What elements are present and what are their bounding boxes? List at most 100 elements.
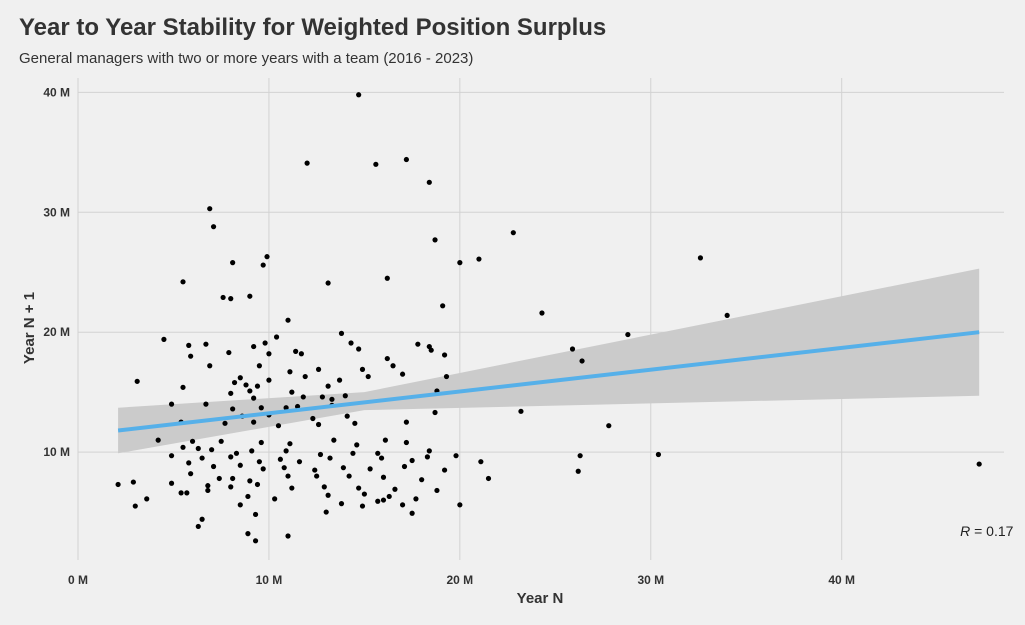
data-point xyxy=(134,378,140,384)
data-point xyxy=(976,461,982,467)
data-point xyxy=(413,496,419,502)
data-point xyxy=(384,355,390,362)
data-point xyxy=(356,346,362,352)
data-point xyxy=(178,490,184,496)
data-point xyxy=(245,531,251,537)
data-point xyxy=(294,403,301,410)
data-point xyxy=(375,450,381,456)
data-point xyxy=(230,406,236,412)
data-point xyxy=(348,340,354,346)
data-point xyxy=(188,471,194,477)
data-point xyxy=(432,409,438,416)
data-point xyxy=(346,473,352,479)
data-point xyxy=(199,455,205,461)
y-axis-title: Year N + 1 xyxy=(21,292,38,364)
data-point xyxy=(228,296,234,302)
points-layer xyxy=(115,92,982,544)
data-point xyxy=(228,454,234,460)
data-point xyxy=(186,342,192,348)
data-point xyxy=(228,390,234,396)
data-point xyxy=(378,455,385,461)
data-point xyxy=(132,503,138,509)
data-point xyxy=(273,334,280,340)
data-point xyxy=(218,438,224,444)
data-point xyxy=(539,310,545,316)
data-point xyxy=(300,394,306,400)
data-point xyxy=(189,438,196,444)
data-point xyxy=(315,421,322,428)
data-point xyxy=(352,420,358,426)
data-point xyxy=(258,439,264,446)
data-point xyxy=(386,493,392,500)
data-point xyxy=(434,487,440,494)
correlation-symbol: R xyxy=(960,523,970,539)
data-point xyxy=(338,330,345,336)
data-point xyxy=(247,293,253,299)
data-point xyxy=(247,388,253,394)
data-point xyxy=(210,224,217,230)
data-point xyxy=(518,408,524,414)
data-point xyxy=(180,384,186,390)
data-point xyxy=(237,502,243,508)
data-point xyxy=(161,336,167,342)
data-point xyxy=(625,331,631,338)
data-point xyxy=(424,454,430,460)
data-point xyxy=(230,475,236,482)
data-point xyxy=(275,423,282,429)
data-point xyxy=(443,373,450,380)
data-point xyxy=(293,348,299,354)
data-point xyxy=(283,448,289,454)
data-point xyxy=(319,394,325,400)
data-point xyxy=(168,453,175,459)
data-point xyxy=(199,516,205,522)
data-point xyxy=(180,444,186,450)
data-point xyxy=(476,256,482,262)
data-point xyxy=(298,351,304,357)
data-point xyxy=(115,481,121,488)
data-point xyxy=(315,366,322,372)
data-point xyxy=(237,462,243,468)
data-point xyxy=(409,457,415,464)
data-point xyxy=(186,460,192,466)
grid xyxy=(77,78,1004,560)
data-point xyxy=(426,179,432,185)
data-point xyxy=(373,161,379,167)
data-point xyxy=(210,463,217,470)
data-point xyxy=(233,450,240,456)
data-point xyxy=(399,371,406,377)
data-point xyxy=(384,275,390,281)
data-point xyxy=(361,491,367,497)
data-point xyxy=(432,237,438,243)
data-point xyxy=(724,312,730,319)
data-point xyxy=(312,467,318,473)
y-tick-label: 10 M xyxy=(43,445,70,459)
data-point xyxy=(205,487,211,494)
x-tick-label: 30 M xyxy=(637,573,664,587)
data-point xyxy=(247,478,253,484)
data-point xyxy=(283,405,289,411)
data-point xyxy=(205,483,211,489)
data-point xyxy=(264,254,270,260)
data-point xyxy=(323,509,329,515)
data-point xyxy=(390,363,396,369)
data-point xyxy=(380,474,387,480)
x-tick-label: 0 M xyxy=(68,573,88,587)
data-point xyxy=(359,366,366,372)
data-point xyxy=(277,456,283,462)
correlation-value: = 0.17 xyxy=(970,523,1013,539)
data-point xyxy=(249,448,255,454)
data-point xyxy=(327,455,333,461)
data-point xyxy=(252,538,259,544)
data-point xyxy=(228,484,234,490)
data-point xyxy=(168,480,175,486)
trend-line-layer xyxy=(117,330,980,433)
data-point xyxy=(256,363,262,369)
data-point xyxy=(188,353,194,359)
data-point xyxy=(485,475,492,482)
data-point xyxy=(338,501,345,507)
data-point xyxy=(168,401,175,407)
data-point xyxy=(342,393,348,399)
data-point xyxy=(144,496,150,502)
data-point xyxy=(356,92,362,98)
